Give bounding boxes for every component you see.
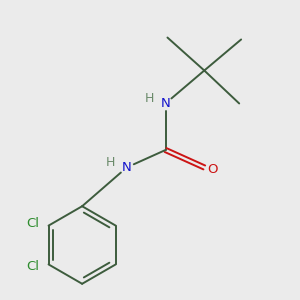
Text: Cl: Cl [26,260,39,273]
Text: N: N [160,97,170,110]
Text: N: N [122,161,132,174]
Text: H: H [145,92,154,105]
Text: H: H [105,156,115,169]
Text: O: O [208,163,218,176]
Text: Cl: Cl [26,217,39,230]
